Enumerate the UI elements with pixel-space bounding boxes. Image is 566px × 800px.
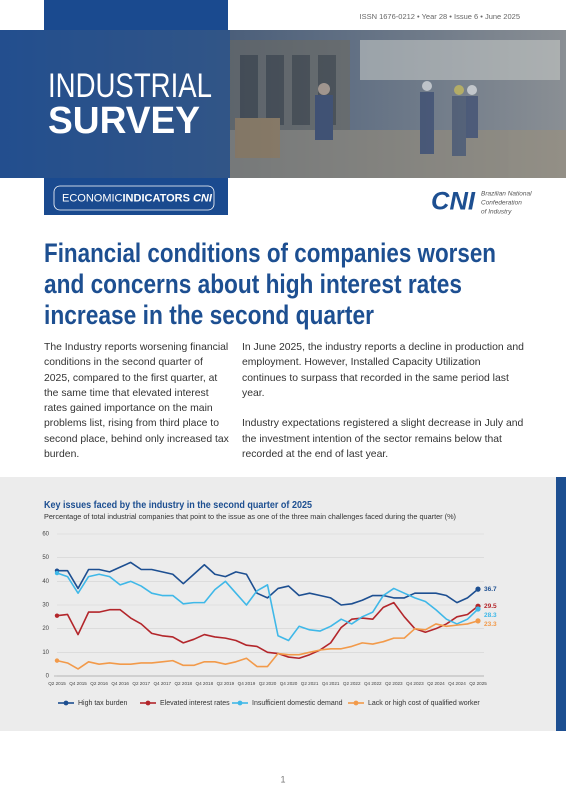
issn: ISSN 1676-0212 • Year 28 • Issue 6 • Jun…: [360, 12, 521, 21]
y-tick-label: 10: [42, 650, 49, 656]
legend-label: Lack or high cost of qualified worker: [368, 700, 480, 707]
photo-details: [230, 40, 566, 178]
chart-panel: [0, 477, 556, 731]
x-tick-label: Q2 2019: [217, 681, 235, 686]
x-tick-label: Q4 2016: [111, 681, 129, 686]
end-marker: [54, 570, 60, 576]
value-label: 29.5: [484, 603, 497, 610]
x-tick-label: Q2 2023: [385, 681, 403, 686]
y-tick-label: 40: [42, 579, 49, 585]
legend-swatch: [237, 700, 243, 706]
x-tick-label: Q2 2016: [90, 681, 108, 686]
badge-band: [44, 178, 228, 215]
end-marker: [54, 658, 60, 663]
headline: and concerns about high interest rates: [44, 269, 462, 299]
survey-title-2: SURVEY: [48, 100, 200, 142]
x-tick-label: Q2 2020: [259, 681, 277, 686]
x-tick-label: Q2 2021: [301, 681, 319, 686]
x-tick-label: Q4 2023: [406, 681, 424, 686]
series-line: [56, 620, 479, 670]
series-line: [56, 572, 479, 642]
end-marker: [475, 618, 481, 624]
legend-label: Insufficient domestic demand: [252, 700, 343, 707]
x-tick-label: Q4 2015: [69, 681, 87, 686]
value-label: 36.7: [484, 586, 497, 593]
logo-text: Brazilian National: [481, 191, 532, 198]
right-column: In June 2025, the industry reports a dec…: [242, 340, 526, 478]
x-tick-label: Q2 2022: [343, 681, 361, 686]
badge-part: ECONOMIC: [62, 192, 123, 204]
x-tick-label: Q4 2019: [238, 681, 256, 686]
end-marker: [54, 613, 60, 618]
series-line: [57, 561, 479, 606]
badge: ECONOMICINDICATORS CNI: [62, 192, 213, 204]
x-tick-label: Q4 2017: [153, 681, 171, 686]
panel-strip: [556, 477, 566, 731]
y-tick-label: 20: [42, 626, 49, 632]
page-number: 1: [280, 774, 285, 784]
headline: Financial conditions of companies worsen: [44, 238, 496, 268]
y-tick-label: 0: [46, 674, 50, 680]
x-tick-label: Q2 2017: [132, 681, 150, 686]
badge-part: CNI: [193, 192, 213, 204]
logo-text: Confederation: [481, 200, 522, 207]
legend-label: Elevated interest rates: [160, 700, 230, 707]
header-band: [44, 0, 228, 30]
chart-title: Key issues faced by the industry in the …: [44, 499, 312, 511]
headline: increase in the second quarter: [44, 300, 374, 330]
photo-tint: [0, 30, 230, 178]
x-tick-label: Q4 2021: [322, 681, 340, 686]
y-tick-label: 50: [42, 555, 49, 561]
legend-swatch: [353, 700, 359, 706]
x-tick-label: Q2 2015: [48, 681, 66, 686]
x-tick-label: Q4 2022: [364, 681, 382, 686]
legend-swatch: [145, 700, 151, 706]
x-tick-label: Q2 2018: [174, 681, 192, 686]
y-tick-label: 60: [42, 532, 49, 538]
end-marker: [475, 586, 481, 592]
logo-text: of Industry: [481, 209, 512, 216]
paragraph: Industry expectations registered a sligh…: [242, 418, 524, 461]
end-marker: [475, 606, 481, 612]
value-label: 28.3: [484, 612, 497, 619]
left-column: The Industry reports worsening financial…: [44, 340, 229, 478]
paragraph: In June 2025, the industry reports a dec…: [242, 342, 524, 399]
chart-subtitle: Percentage of total industrial companies…: [44, 514, 456, 521]
paragraph: The Industry reports worsening financial…: [44, 342, 229, 461]
x-tick-label: Q2 2024: [427, 681, 445, 686]
x-tick-label: Q2 2025: [469, 681, 487, 686]
y-tick-label: 30: [42, 603, 49, 609]
survey-title-1: INDUSTRIAL: [48, 67, 212, 105]
x-tick-label: Q4 2018: [196, 681, 214, 686]
legend-label: High tax burden: [78, 700, 128, 707]
logo-mark: CNI: [431, 188, 476, 216]
series-line: [56, 601, 479, 660]
legend-swatch: [63, 700, 69, 706]
value-label: 23.3: [484, 621, 497, 628]
badge-outline: [53, 185, 215, 211]
x-tick-label: Q4 2020: [280, 681, 298, 686]
x-tick-label: Q4 2024: [448, 681, 466, 686]
badge-part: INDICATORS: [123, 192, 190, 204]
